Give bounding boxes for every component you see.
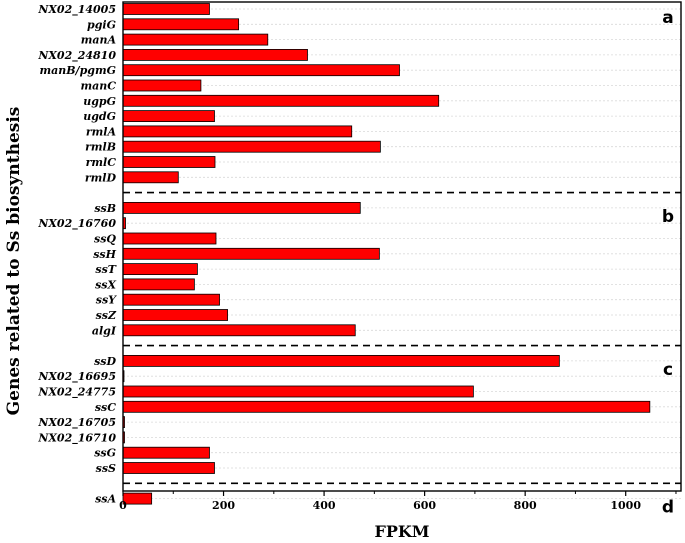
gene-label: ssC — [95, 401, 116, 414]
x-tick-label: 1000 — [610, 499, 641, 512]
axes: 0 200 400 600 800 1000 — [119, 1, 682, 512]
gene-label: NX02_16695 — [37, 370, 116, 384]
gene-label: rmlD — [85, 171, 117, 184]
gene-label: ssY — [96, 294, 117, 307]
gene-label: NX02_16760 — [37, 217, 116, 231]
gene-label: algI — [92, 324, 117, 337]
gene-label: pgiG — [87, 18, 116, 31]
bar-ssq — [122, 232, 217, 245]
panel-label-b: b — [662, 207, 674, 227]
x-tick-label: 200 — [212, 499, 235, 512]
bar-nx02-24810 — [122, 49, 308, 61]
gene-label: ssZ — [96, 309, 117, 322]
gene-label: ssD — [94, 355, 116, 368]
plot-frame — [122, 1, 682, 492]
gene-label: ugpG — [83, 95, 116, 108]
group-separators — [123, 191, 681, 485]
gene-label: ssA — [95, 493, 116, 506]
gene-label: rmlA — [86, 125, 117, 138]
x-tick-label: 800 — [514, 499, 537, 512]
gene-label: manC — [80, 80, 116, 93]
gene-label: NX02_24775 — [37, 386, 116, 400]
bars-layer — [122, 3, 651, 505]
bar-ssx — [122, 278, 195, 291]
x-axis-title: FPKM — [374, 522, 429, 541]
gene-label: ssQ — [94, 233, 116, 246]
bar-ssc — [122, 400, 651, 413]
gene-label: ssH — [93, 248, 116, 261]
bar-ssb — [122, 201, 361, 214]
panel-label-c: c — [663, 360, 673, 380]
gene-label: NX02_14005 — [37, 3, 116, 17]
bar-mana — [122, 33, 269, 46]
bar-ugdg — [122, 110, 215, 122]
bar-ssy — [122, 293, 220, 306]
gene-label: ssB — [94, 202, 116, 215]
bar-sss — [122, 462, 215, 474]
bar-ssz — [122, 309, 228, 321]
gene-label: ssS — [96, 462, 116, 475]
x-tick-label: 400 — [313, 499, 336, 512]
bar-ssh — [122, 247, 380, 260]
bar-rmld — [122, 171, 179, 184]
bar-nx02-24775 — [122, 385, 474, 398]
bar-rmla — [122, 125, 353, 138]
bar-ssg — [122, 446, 210, 459]
gene-label: ugdG — [83, 110, 116, 123]
x-tick-label: 0 — [119, 499, 127, 512]
bar-nx02-14005 — [122, 3, 210, 15]
gene-label: NX02_24810 — [37, 49, 116, 63]
panel-label-a: a — [662, 8, 673, 28]
y-axis-title: Genes related to Ss biosynthesis — [4, 107, 24, 416]
bar-ssa — [122, 492, 153, 505]
gene-label: manB/pgmG — [40, 64, 117, 77]
bar-pgig — [122, 18, 240, 31]
gene-label: ssX — [95, 278, 116, 291]
bar-algi — [122, 324, 356, 337]
gene-label: manA — [81, 34, 117, 47]
bar-ssd — [122, 354, 560, 367]
gene-label: rmlC — [86, 156, 117, 169]
gene-label: ssT — [95, 263, 116, 276]
gene-label: NX02_16710 — [37, 431, 116, 445]
gene-label: rmlB — [85, 141, 116, 154]
bar-sst — [122, 263, 198, 276]
bar-manc — [122, 79, 202, 92]
bar-manb-pgmg — [122, 64, 400, 77]
bar-rmlb — [122, 140, 381, 153]
panel-label-d: d — [662, 498, 674, 518]
gene-label: ssG — [94, 447, 116, 460]
x-tick-label: 600 — [413, 499, 436, 512]
bar-rmlc — [122, 156, 216, 168]
panel-labels: a b c d — [662, 8, 674, 518]
gene-label: NX02_16705 — [37, 416, 116, 430]
bar-ugpg — [122, 94, 440, 107]
